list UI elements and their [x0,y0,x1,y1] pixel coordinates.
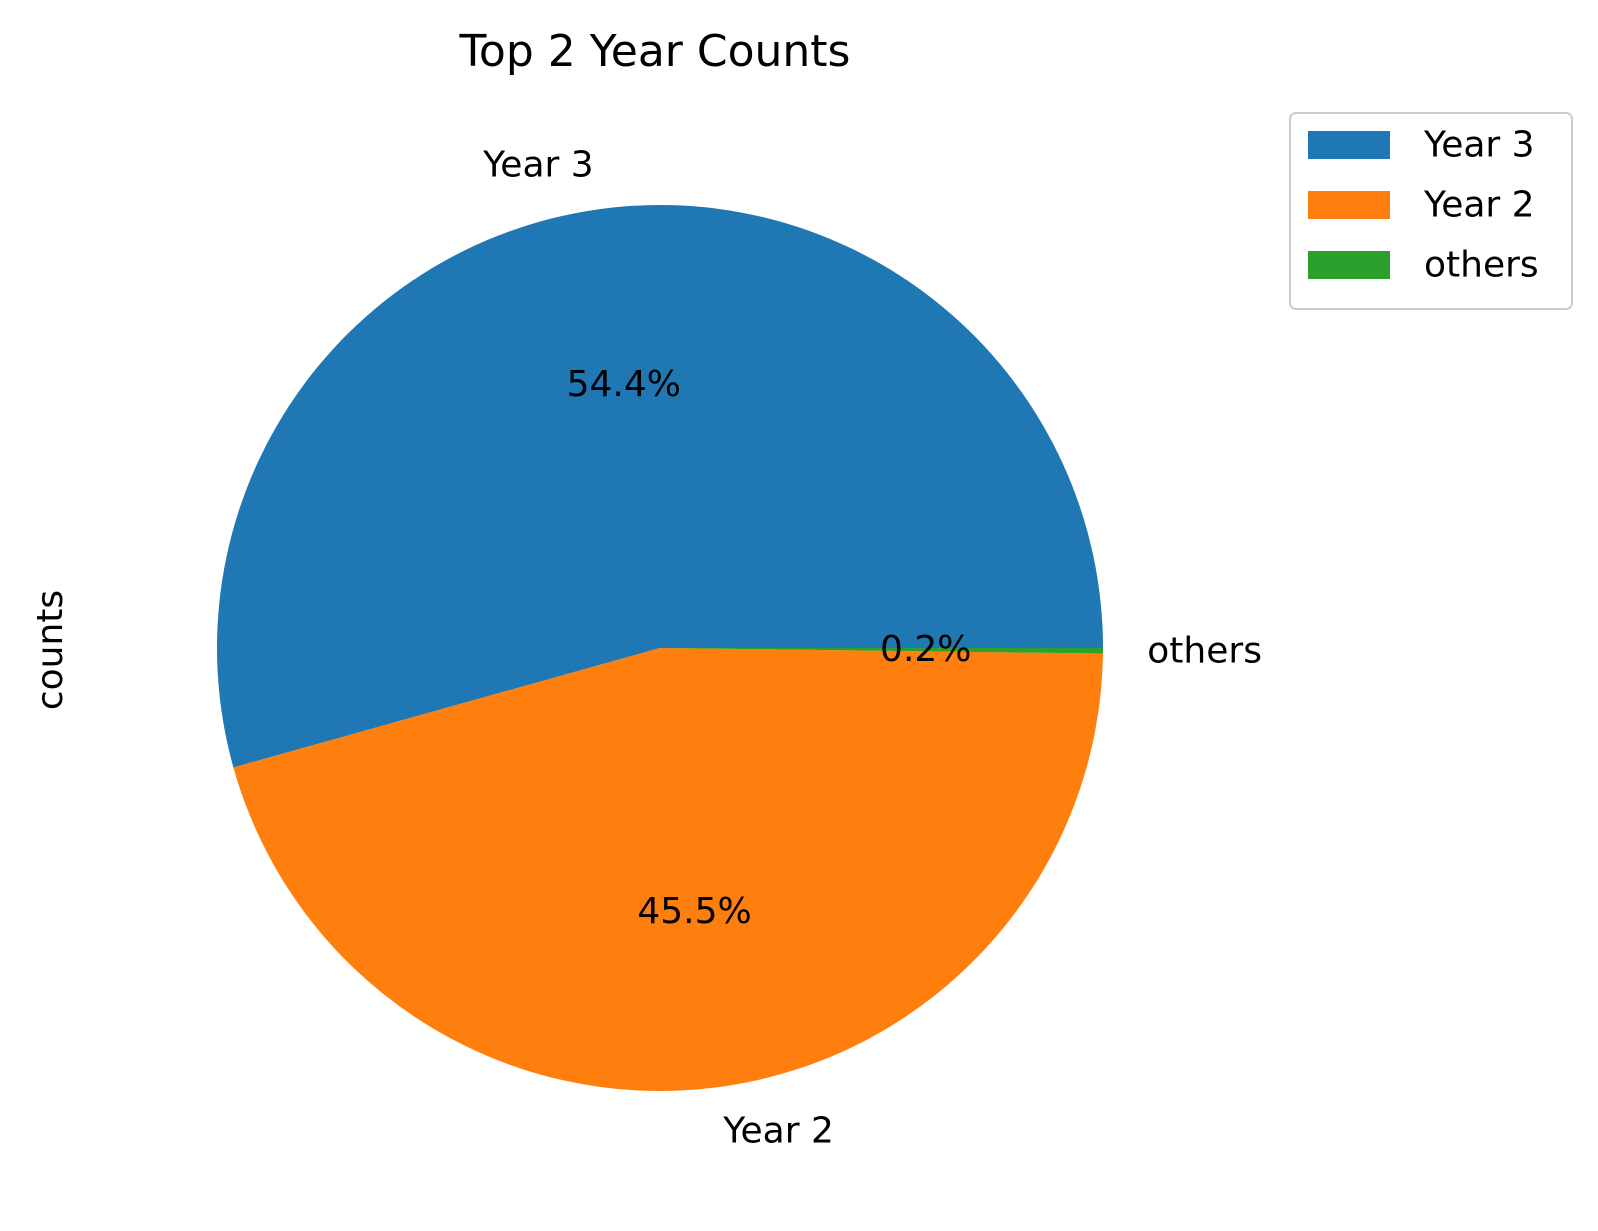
percent-label-year-3: 54.4% [567,364,681,405]
percent-label-year-2: 45.5% [637,891,751,932]
pie-slice-year-3 [216,204,1103,768]
y-axis-label: counts [30,590,71,710]
slice-label-year-2: Year 2 [722,1111,834,1152]
legend-swatch-year-2 [1308,191,1390,219]
legend-entries: Year 3 Year 2 others [1308,125,1539,286]
pie-slice-others [660,648,1103,654]
legend-label-year-2: Year 2 [1423,185,1535,226]
percent-label-others: 0.2% [880,629,971,670]
pie-slice-year-2 [233,648,1103,1091]
slice-label-year-3: Year 3 [482,145,594,186]
chart-title: Top 2 Year Counts [459,26,851,77]
legend-swatch-year-3 [1308,131,1390,159]
legend-swatch-others [1308,251,1390,279]
pie-slice-labels: Year 3 Year 2 others [482,145,1262,1152]
pie-slices [216,204,1103,1091]
slice-label-others: others [1147,631,1262,672]
legend-label-year-3: Year 3 [1423,125,1535,166]
legend: Year 3 Year 2 others [1289,112,1573,310]
pie-percent-labels: 54.4% 45.5% 0.2% [567,364,972,932]
legend-label-others: others [1424,245,1539,286]
